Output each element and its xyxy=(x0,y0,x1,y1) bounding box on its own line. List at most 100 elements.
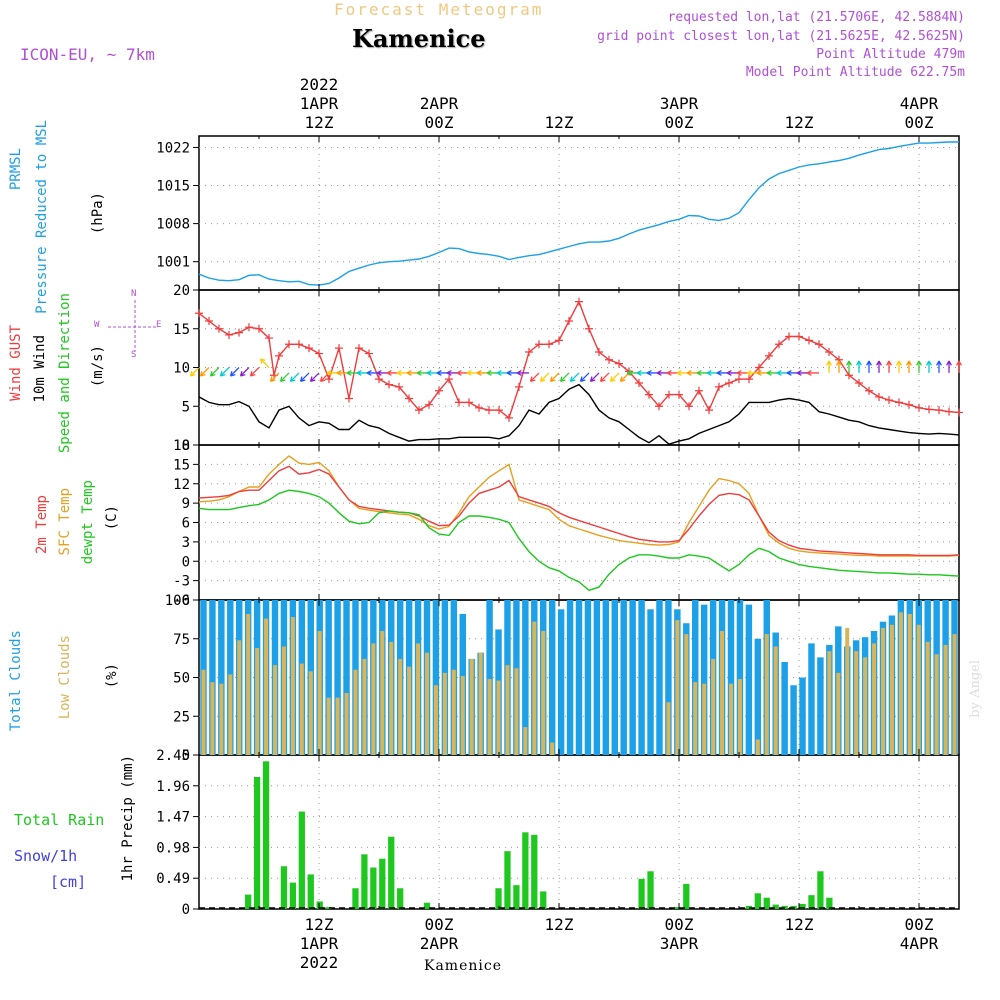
total-cloud-bar xyxy=(584,600,592,755)
time-tick-label: 12Z xyxy=(545,113,574,132)
wind-arrow xyxy=(956,360,962,373)
gust-marker xyxy=(235,328,243,337)
clouds-unit-label: (%) xyxy=(104,663,120,689)
gust-marker xyxy=(885,396,893,405)
wind-arrow xyxy=(589,372,600,383)
total-cloud-bar xyxy=(665,600,672,755)
rain-bar xyxy=(531,834,538,909)
wind-arrow xyxy=(309,372,320,383)
wind-ytick-label: 0 xyxy=(182,438,190,454)
wind-arrow xyxy=(269,372,280,383)
low-cloud-bar xyxy=(755,739,760,755)
wind-ytick-label: 15 xyxy=(173,322,190,338)
low-cloud-bar xyxy=(442,672,447,755)
temp-ytick-label: -3 xyxy=(173,574,190,590)
wind-arrow xyxy=(876,360,882,373)
clouds-ytick-label: 25 xyxy=(173,709,190,725)
gust-marker xyxy=(935,406,943,415)
gust-marker xyxy=(405,394,413,403)
low-cloud-bar xyxy=(290,617,295,755)
time-tick-label: 2APR xyxy=(420,934,459,953)
low-cloud-bar xyxy=(881,627,885,755)
time-tick-label: 2022 xyxy=(300,75,339,94)
wind-arrow xyxy=(229,367,240,377)
rain-bar xyxy=(280,866,288,909)
rain-bar xyxy=(763,897,770,909)
gust-label: Wind GUST xyxy=(8,325,24,401)
wind-arrow xyxy=(259,358,270,368)
gust-marker xyxy=(385,380,393,389)
precip-ytick-label: 0 xyxy=(182,902,190,918)
rain-bar xyxy=(397,888,404,909)
gust-marker xyxy=(565,317,573,325)
wind-arrow xyxy=(529,372,540,383)
wind-arrow xyxy=(579,372,590,383)
gust-marker xyxy=(865,386,873,395)
low-cloud-bar xyxy=(246,613,251,755)
wind-arrow xyxy=(239,367,250,377)
rain-bar xyxy=(388,836,395,909)
wind-arrow xyxy=(886,360,892,373)
low-cloud-bar xyxy=(326,697,331,755)
model-label: ICON-EU, ~ 7km xyxy=(20,45,155,64)
total-cloud-bar xyxy=(700,604,708,755)
total-cloud-bar xyxy=(754,638,762,755)
gust-marker xyxy=(825,348,833,356)
low-cloud-bar xyxy=(863,657,868,755)
precip-ytick-label: 1.47 xyxy=(156,810,190,826)
low-cloud-bar xyxy=(532,621,537,755)
low-cloud-bar xyxy=(264,618,269,755)
time-tick-label: 00Z xyxy=(905,113,934,132)
speed-dir-label: Speed and Direction xyxy=(57,293,73,454)
wind-arrow xyxy=(539,372,550,383)
gust-marker xyxy=(945,407,953,416)
gust-marker xyxy=(255,324,263,333)
gust-marker xyxy=(805,336,813,345)
total-cloud-bar xyxy=(218,600,225,755)
prmsl-label: PRMSL xyxy=(8,148,24,191)
temp-ytick-label: 9 xyxy=(182,496,190,512)
gust-marker xyxy=(335,344,343,353)
low-cloud-bar xyxy=(496,680,501,755)
wind-arrow xyxy=(289,372,300,383)
gust-marker xyxy=(585,324,593,333)
gust-marker xyxy=(705,406,713,415)
low-cloud-bar xyxy=(299,663,304,755)
rain-bar xyxy=(370,867,377,909)
low-cloud-bar xyxy=(889,624,894,755)
low-cloud-bar xyxy=(666,702,671,755)
gust-marker xyxy=(225,330,233,339)
total-cloud-bar xyxy=(629,600,636,755)
clouds-ytick-label: 50 xyxy=(173,671,190,687)
rain-bar xyxy=(316,901,323,909)
gust-line xyxy=(198,299,960,420)
time-tick-label: 00Z xyxy=(905,915,934,934)
gust-marker xyxy=(575,297,583,306)
gust-marker xyxy=(745,375,753,384)
gust-marker xyxy=(925,405,933,414)
rain-bar xyxy=(683,883,690,909)
gust-marker xyxy=(395,382,403,391)
gust-marker xyxy=(735,375,743,384)
gust-marker xyxy=(755,363,763,372)
time-tick-label: 00Z xyxy=(665,915,694,934)
time-tick-label: 00Z xyxy=(425,915,454,934)
pressure-ytick-label: 1001 xyxy=(156,255,190,271)
wind-unit-label: (m/s) xyxy=(90,345,106,388)
gust-marker xyxy=(875,392,883,401)
time-tick-label: 00Z xyxy=(665,113,694,132)
gust-marker xyxy=(915,403,923,412)
low-cloud-bar xyxy=(505,665,510,755)
low-cloud-bar xyxy=(541,631,546,755)
total-cloud-bar xyxy=(620,600,627,755)
prmsl-desc-label: Pressure Reduced to MSL xyxy=(34,120,50,314)
gust-marker xyxy=(415,406,423,415)
wind-arrow xyxy=(559,372,570,383)
low-cloud-bar xyxy=(228,674,233,755)
temp-ytick-label: 15 xyxy=(173,457,190,473)
wind-arrow xyxy=(199,367,210,377)
total-cloud-bar xyxy=(656,600,663,755)
pressure-unit-label: (hPa) xyxy=(90,192,106,235)
sfc-temp-label: SFC Temp xyxy=(57,488,73,556)
low-cloud-bar xyxy=(711,658,716,755)
